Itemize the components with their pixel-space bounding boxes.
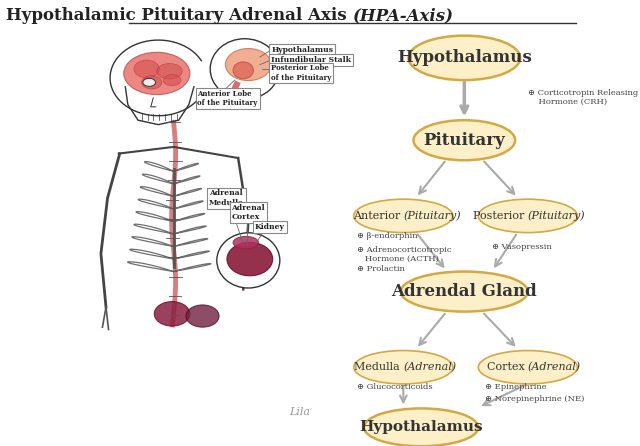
Text: ⊕ Corticotropin Releasing
    Hormone (CRH): ⊕ Corticotropin Releasing Hormone (CRH) xyxy=(528,89,638,106)
Text: Lila: Lila xyxy=(289,407,310,417)
Text: Adrenal
Medulla: Adrenal Medulla xyxy=(209,190,244,206)
Text: Hypothalamic Pituitary Adrenal Axis: Hypothalamic Pituitary Adrenal Axis xyxy=(6,7,353,24)
Ellipse shape xyxy=(154,301,190,326)
Ellipse shape xyxy=(143,78,156,87)
Text: Cortex: Cortex xyxy=(486,362,528,372)
Text: Hypothalamus: Hypothalamus xyxy=(359,420,483,434)
Ellipse shape xyxy=(233,236,259,249)
Circle shape xyxy=(210,39,279,99)
Text: Pituitary: Pituitary xyxy=(424,132,505,149)
Ellipse shape xyxy=(354,199,453,232)
Ellipse shape xyxy=(227,242,273,276)
Ellipse shape xyxy=(364,409,478,446)
Text: Hypothalamus: Hypothalamus xyxy=(271,46,333,54)
Text: Hypothalamus: Hypothalamus xyxy=(397,50,532,66)
Bar xyxy=(99,0,353,445)
Text: (Adrenal): (Adrenal) xyxy=(528,362,581,372)
Text: Adrendal Gland: Adrendal Gland xyxy=(392,283,537,300)
Ellipse shape xyxy=(141,76,162,89)
Text: Anterior: Anterior xyxy=(353,211,403,221)
Text: ⊕ Prolactin: ⊕ Prolactin xyxy=(356,265,404,273)
Ellipse shape xyxy=(134,60,159,78)
Text: Adrenal
Cortex: Adrenal Cortex xyxy=(232,204,265,221)
Text: ⊕ Adrenocorticotropic
   Hormone (ACTH): ⊕ Adrenocorticotropic Hormone (ACTH) xyxy=(356,246,451,263)
Ellipse shape xyxy=(478,351,577,384)
Text: Anterior Lobe
of the Pituitary: Anterior Lobe of the Pituitary xyxy=(198,90,258,107)
Ellipse shape xyxy=(157,63,182,79)
Text: Posterior Lobe
of the Pituitary: Posterior Lobe of the Pituitary xyxy=(271,64,332,82)
Text: ⊕ Vasopressin: ⊕ Vasopressin xyxy=(492,243,552,251)
Text: ⊕ β-endorphin: ⊕ β-endorphin xyxy=(356,232,417,240)
Ellipse shape xyxy=(225,49,271,81)
Text: (Pituitary): (Pituitary) xyxy=(528,211,586,221)
Text: ⊕ Glucocorticoids: ⊕ Glucocorticoids xyxy=(356,383,432,391)
Ellipse shape xyxy=(408,36,520,80)
Ellipse shape xyxy=(354,351,453,384)
Text: ⊕ Epinephrine: ⊕ Epinephrine xyxy=(484,383,547,391)
Text: Kidney: Kidney xyxy=(255,223,285,231)
Text: Posterior: Posterior xyxy=(473,211,528,221)
Ellipse shape xyxy=(413,120,515,160)
Text: ⊕ Norepinephrine (NE): ⊕ Norepinephrine (NE) xyxy=(484,395,584,403)
Circle shape xyxy=(217,233,280,288)
Text: (HPA-Axis): (HPA-Axis) xyxy=(353,7,454,24)
Ellipse shape xyxy=(401,272,528,312)
Ellipse shape xyxy=(478,199,577,232)
Text: Medulla: Medulla xyxy=(354,362,403,372)
Ellipse shape xyxy=(124,52,190,95)
Ellipse shape xyxy=(163,74,181,86)
Text: Infundibular Stalk: Infundibular Stalk xyxy=(271,56,351,64)
Ellipse shape xyxy=(233,62,253,79)
Ellipse shape xyxy=(186,305,219,327)
Text: (Pituitary): (Pituitary) xyxy=(403,211,461,221)
Text: (Adrenal): (Adrenal) xyxy=(403,362,456,372)
